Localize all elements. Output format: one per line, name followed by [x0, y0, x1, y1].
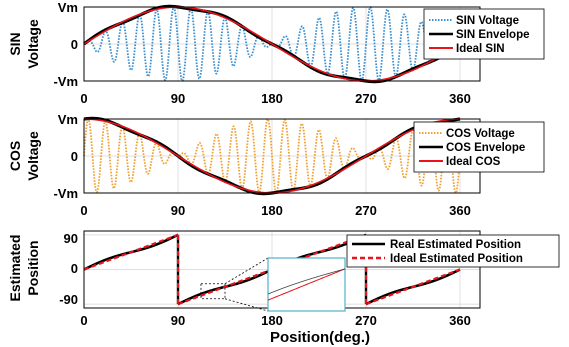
pos-ytick-bot: -90 [59, 292, 78, 307]
sin-xtick-180: 180 [261, 91, 283, 106]
zoom-connector-top [224, 257, 269, 285]
sin-xtick-0: 0 [80, 91, 87, 106]
sin-ytick-mid: 0 [71, 37, 78, 52]
pos-ytick-top: 90 [64, 231, 78, 246]
sin-ylabel-line1: SIN [7, 32, 23, 55]
zoom-connector-bottom [224, 298, 269, 312]
cos-xtick-90: 90 [171, 203, 185, 218]
position-legend: Real Estimated Position Ideal Estimated … [346, 234, 560, 268]
legend-label-cos-envelope: COS Envelope [446, 142, 525, 154]
legend-label-cos-voltage: COS Voltage [446, 128, 515, 140]
sin-xtick-360: 360 [449, 91, 471, 106]
sin-plot-area [83, 4, 481, 84]
cos-ylabel-line1: COS [7, 141, 23, 171]
series-ideal-position [83, 233, 179, 271]
cos-ylabel-line2: Voltage [25, 131, 41, 181]
cos-ytick-mid: 0 [71, 149, 78, 164]
legend-label-real-position: Real Estimated Position [390, 239, 521, 251]
legend-label-ideal-position: Ideal Estimated Position [390, 253, 523, 265]
inset-real-line [267, 268, 346, 295]
pos-xtick-180: 180 [261, 313, 283, 328]
cos-xtick-360: 360 [449, 203, 471, 218]
cos-legend: COS Voltage COS Envelope Ideal COS [413, 121, 545, 173]
position-panel: Estimated Position 90 0 -90 0 90 180 270… [7, 230, 560, 346]
pos-xtick-360: 360 [449, 313, 471, 328]
cos-xtick-270: 270 [355, 203, 377, 218]
cos-xtick-180: 180 [261, 203, 283, 218]
sin-panel: SIN Voltage Vm 0 -Vm 0 90 180 270 360 SI… [7, 0, 545, 106]
cos-ytick-bot: -Vm [53, 186, 78, 201]
sin-legend: SIN Voltage SIN Envelope Ideal SIN [423, 8, 545, 60]
zoom-inset [200, 257, 346, 312]
sin-xtick-270: 270 [355, 91, 377, 106]
pos-ylabel-line1: Estimated [7, 235, 23, 302]
pos-ytick-mid: 0 [71, 261, 78, 276]
legend-label-sin-envelope: SIN Envelope [456, 29, 530, 41]
inset-ideal-line [267, 268, 346, 301]
legend-label-ideal-cos: Ideal COS [446, 156, 501, 168]
sin-ylabel-line2: Voltage [25, 19, 41, 69]
pos-xtick-0: 0 [80, 313, 87, 328]
cos-ytick-top: Vm [58, 112, 78, 127]
legend-label-ideal-sin: Ideal SIN [456, 43, 505, 55]
pos-xtick-90: 90 [171, 313, 185, 328]
sin-xtick-90: 90 [171, 91, 185, 106]
pos-xtick-270: 270 [355, 313, 377, 328]
cos-xtick-0: 0 [80, 203, 87, 218]
series-ideal [83, 6, 461, 82]
series-ideal-position [365, 268, 461, 306]
zoom-source-box [200, 283, 226, 300]
sin-ytick-bot: -Vm [53, 74, 78, 89]
legend-label-sin-voltage: SIN Voltage [456, 15, 519, 27]
x-axis-label: Position(deg.) [270, 329, 370, 346]
sin-ytick-top: Vm [58, 0, 78, 15]
series-voltage-carrier [83, 118, 461, 194]
pos-ylabel-line2: Position [25, 240, 41, 295]
cos-panel: COS Voltage Vm 0 -Vm 0 90 180 270 360 CO… [7, 112, 545, 218]
